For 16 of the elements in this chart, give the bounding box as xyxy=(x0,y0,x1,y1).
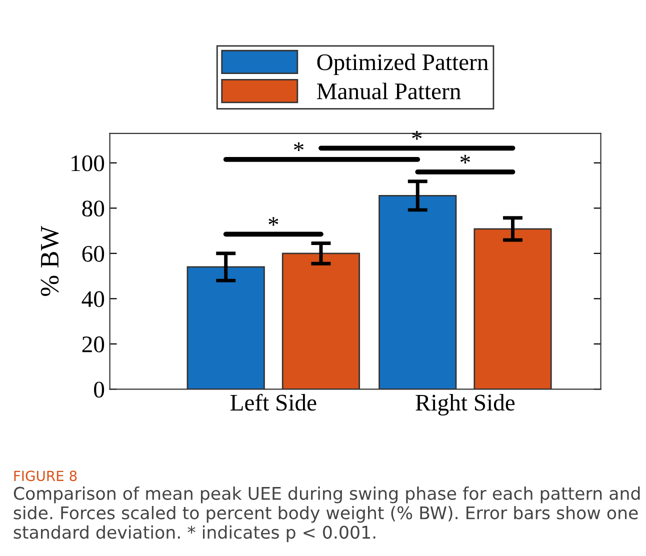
y-tick-label: 80 xyxy=(82,200,104,217)
annotation: * xyxy=(460,154,470,164)
caption: FIGURE 8 xyxy=(14,470,77,482)
text: Comparison of mean peak UEE during swing phase for each pattern and side. Forces scaled to percent body weight (% BW). Error bars show one standard deviation. * indicates p < 0.001. xyxy=(14,486,640,542)
annotation: * xyxy=(268,217,278,226)
y-axis-title: % BW xyxy=(40,226,59,296)
y-tick-label: 20 xyxy=(82,336,104,352)
x-tick-label: Left Side xyxy=(230,394,316,411)
y-tick-label: 100 xyxy=(72,155,104,172)
y-tick-label: 0 xyxy=(94,382,104,398)
y-tick-label: 40 xyxy=(82,291,104,308)
x-tick-label: Right Side xyxy=(416,394,515,416)
legend-label: Manual Pattern xyxy=(316,82,461,100)
annotation: * xyxy=(294,142,304,152)
y-tick-label: 60 xyxy=(82,246,104,262)
legend-label: Optimized Pattern xyxy=(317,54,488,76)
